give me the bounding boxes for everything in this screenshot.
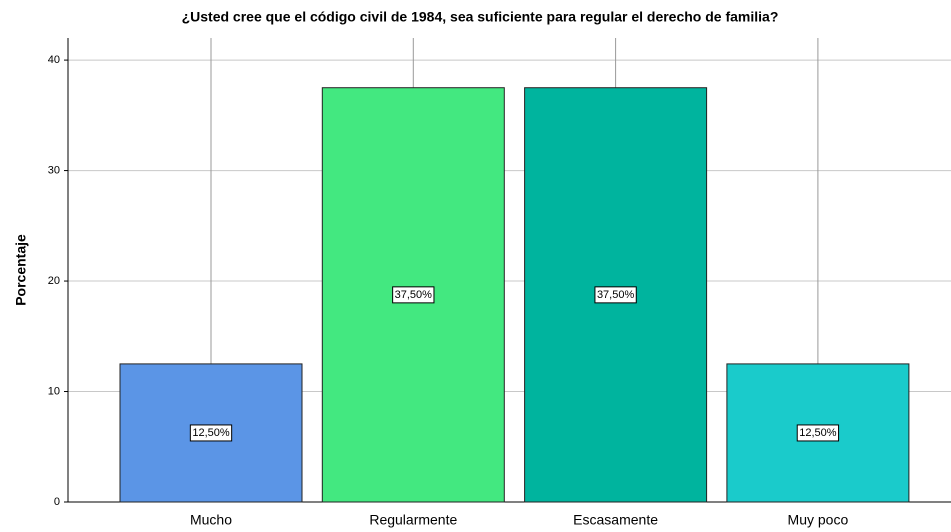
x-tick-label: Mucho (190, 512, 232, 528)
value-label-box (796, 424, 840, 442)
y-tick-label: 20 (48, 275, 60, 287)
y-axis-label: Porcentaje (13, 234, 29, 306)
y-tick-label: 0 (54, 496, 60, 508)
y-tick-label: 40 (48, 54, 60, 66)
value-label-box (392, 286, 435, 304)
value-label: 12,50% (799, 427, 837, 439)
x-tick-label: Regularmente (369, 512, 457, 528)
value-label-box (189, 424, 233, 442)
x-tick-label: Muy poco (788, 512, 849, 528)
chart-title: ¿Usted cree que el código civil de 1984,… (182, 9, 779, 25)
y-tick-label: 10 (48, 385, 60, 397)
y-tick-label: 30 (48, 164, 60, 176)
value-label-box (594, 286, 637, 304)
value-label: 37,50% (395, 289, 433, 301)
x-tick-label: Escasamente (573, 512, 658, 528)
value-label: 12,50% (192, 427, 230, 439)
value-label: 37,50% (597, 289, 635, 301)
